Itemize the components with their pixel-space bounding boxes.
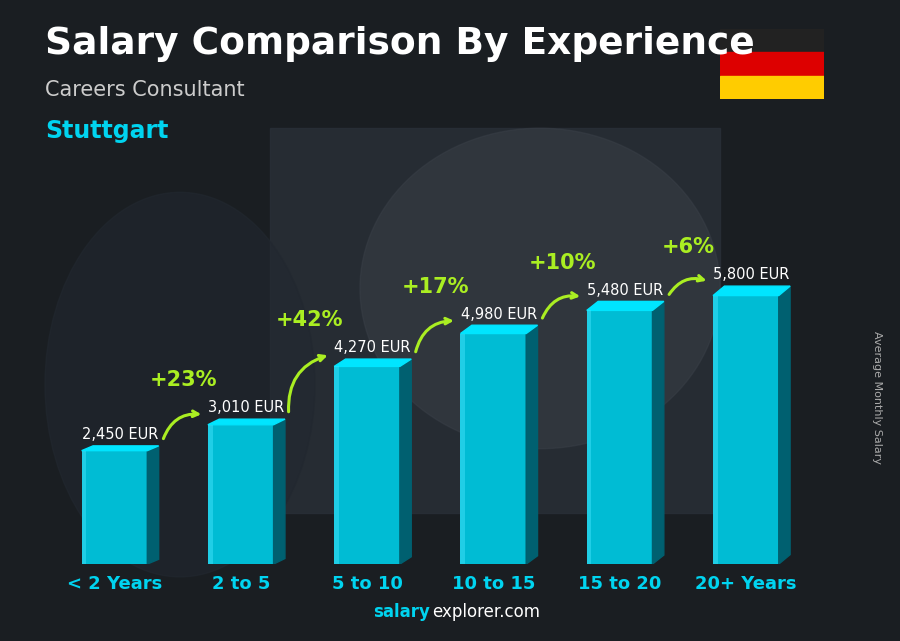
Bar [461, 333, 526, 564]
Polygon shape [334, 359, 411, 367]
Bar [208, 425, 274, 564]
Text: +10%: +10% [528, 253, 596, 272]
Polygon shape [778, 286, 790, 564]
Bar [720, 53, 824, 76]
Ellipse shape [360, 128, 720, 449]
Text: 4,270 EUR: 4,270 EUR [335, 340, 411, 355]
Text: 5,800 EUR: 5,800 EUR [714, 267, 790, 283]
Text: Salary Comparison By Experience: Salary Comparison By Experience [45, 26, 755, 62]
Text: 3,010 EUR: 3,010 EUR [208, 401, 284, 415]
Text: salary: salary [374, 603, 430, 621]
Bar [587, 310, 652, 564]
Polygon shape [400, 359, 411, 564]
Text: 5,480 EUR: 5,480 EUR [587, 283, 663, 297]
Bar [270, 128, 720, 513]
Bar [461, 333, 465, 564]
Text: +17%: +17% [402, 276, 470, 297]
Bar [334, 367, 400, 564]
Polygon shape [148, 446, 158, 564]
Polygon shape [461, 325, 537, 333]
Text: 4,980 EUR: 4,980 EUR [461, 306, 537, 322]
Polygon shape [208, 419, 285, 425]
Polygon shape [526, 325, 537, 564]
Bar [82, 451, 86, 564]
Bar [334, 367, 338, 564]
Polygon shape [274, 419, 285, 564]
Text: explorer.com: explorer.com [432, 603, 540, 621]
Text: +42%: +42% [275, 310, 343, 330]
Polygon shape [713, 286, 790, 296]
Bar [720, 76, 824, 99]
Text: Careers Consultant: Careers Consultant [45, 80, 245, 100]
Polygon shape [652, 301, 664, 564]
Bar [82, 451, 148, 564]
Bar [587, 310, 591, 564]
Text: Stuttgart: Stuttgart [45, 119, 168, 142]
Bar [208, 425, 212, 564]
Polygon shape [82, 446, 158, 451]
Text: 2,450 EUR: 2,450 EUR [82, 427, 158, 442]
Polygon shape [587, 301, 664, 310]
Bar [713, 296, 717, 564]
Text: +23%: +23% [149, 370, 217, 390]
Text: +6%: +6% [662, 237, 715, 258]
Text: Average Monthly Salary: Average Monthly Salary [872, 331, 883, 464]
Bar [720, 29, 824, 53]
Bar [713, 296, 778, 564]
Ellipse shape [45, 192, 315, 577]
